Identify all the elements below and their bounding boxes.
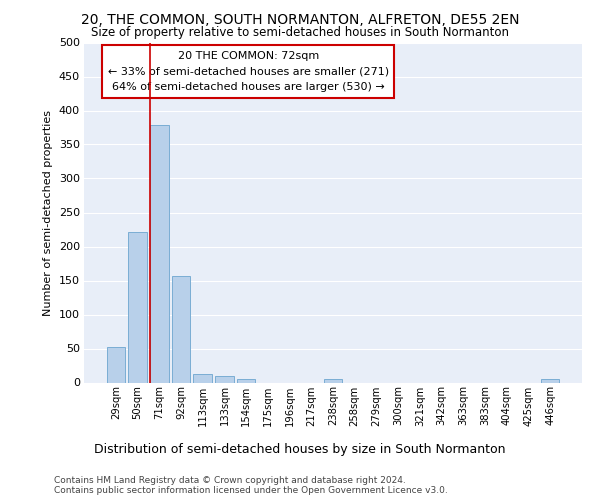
Bar [237,379,256,382]
Bar [128,232,147,382]
Text: Size of property relative to semi-detached houses in South Normanton: Size of property relative to semi-detach… [91,26,509,39]
Y-axis label: Number of semi-detached properties: Number of semi-detached properties [43,110,53,316]
Bar [150,126,169,382]
Text: Contains public sector information licensed under the Open Government Licence v3: Contains public sector information licen… [54,486,448,495]
Bar [324,379,342,382]
Text: Contains HM Land Registry data © Crown copyright and database right 2024.: Contains HM Land Registry data © Crown c… [54,476,406,485]
Bar [172,276,190,382]
Text: 20, THE COMMON, SOUTH NORMANTON, ALFRETON, DE55 2EN: 20, THE COMMON, SOUTH NORMANTON, ALFRETO… [81,12,519,26]
Text: 20 THE COMMON: 72sqm
← 33% of semi-detached houses are smaller (271)
64% of semi: 20 THE COMMON: 72sqm ← 33% of semi-detac… [108,51,389,92]
Bar [541,379,559,382]
Bar [215,376,233,382]
Text: Distribution of semi-detached houses by size in South Normanton: Distribution of semi-detached houses by … [94,442,506,456]
Bar [193,374,212,382]
Bar [107,347,125,382]
